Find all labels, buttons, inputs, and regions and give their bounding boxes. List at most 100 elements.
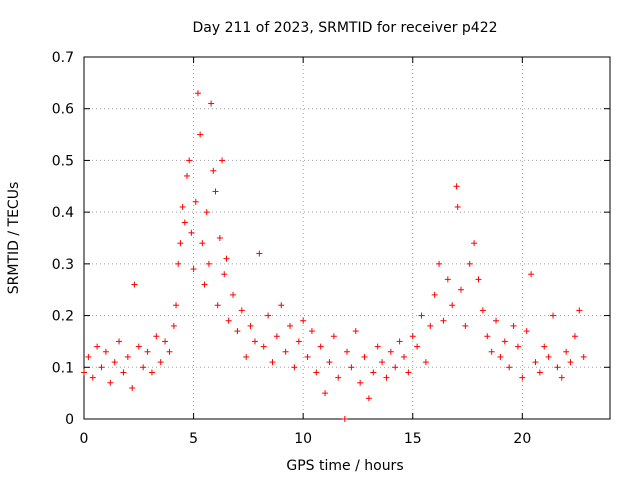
plot-frame <box>83 56 611 420</box>
data-point <box>214 302 221 309</box>
data-point <box>361 353 368 360</box>
data-point <box>387 348 394 355</box>
data-point <box>295 338 302 345</box>
data-point <box>405 369 412 376</box>
data-point <box>162 338 169 345</box>
data-point <box>493 317 500 324</box>
data-point <box>116 338 123 345</box>
data-point <box>205 260 212 267</box>
data-point <box>251 338 258 345</box>
data-point <box>102 348 109 355</box>
y-tick-label: 0.5 <box>52 153 74 169</box>
data-point <box>238 307 245 314</box>
data-point <box>194 90 201 97</box>
data-point <box>383 374 390 381</box>
data-point <box>129 384 136 391</box>
data-point <box>466 260 473 267</box>
data-point <box>313 369 320 376</box>
data-point <box>558 374 565 381</box>
data-point <box>322 390 329 397</box>
data-point <box>278 302 285 309</box>
data-point <box>392 364 399 371</box>
data-point <box>166 348 173 355</box>
x-axis-ticks: 0 5 10 15 20 <box>80 57 531 447</box>
data-point <box>488 348 495 355</box>
data-point <box>335 374 342 381</box>
x-tick-label: 0 <box>80 431 89 447</box>
data-point <box>374 343 381 350</box>
y-axis-title: SRMTID / TECUs <box>6 182 22 295</box>
data-point <box>457 286 464 293</box>
data-point <box>326 359 333 366</box>
data-point <box>177 240 184 247</box>
data-point <box>550 312 557 319</box>
data-point <box>418 312 425 319</box>
data-point <box>576 307 583 314</box>
data-point <box>541 343 548 350</box>
data-point <box>436 260 443 267</box>
data-point <box>330 333 337 340</box>
data-point <box>440 317 447 324</box>
data-point <box>273 333 280 340</box>
data-point <box>365 395 372 402</box>
data-point <box>179 203 186 210</box>
y-axis-ticks: 0 0.1 0.2 0.3 0.4 0.5 0.6 0.7 <box>52 50 610 428</box>
data-point <box>409 333 416 340</box>
data-point <box>219 157 226 164</box>
data-point <box>89 374 96 381</box>
data-point <box>124 353 131 360</box>
data-point <box>223 255 230 262</box>
data-point <box>379 359 386 366</box>
data-point <box>519 374 526 381</box>
data-point <box>563 348 570 355</box>
data-point <box>304 353 311 360</box>
data-point <box>135 343 142 350</box>
data-point <box>479 307 486 314</box>
data-point <box>484 333 491 340</box>
data-point <box>188 229 195 236</box>
data-point <box>184 172 191 179</box>
data-point <box>449 302 456 309</box>
data-point <box>192 198 199 205</box>
x-tick-label: 15 <box>404 431 422 447</box>
data-point <box>454 203 461 210</box>
data-point <box>357 379 364 386</box>
data-points <box>81 90 587 422</box>
data-point <box>532 359 539 366</box>
data-point <box>208 100 215 107</box>
data-point <box>431 291 438 298</box>
data-point <box>317 343 324 350</box>
data-point <box>510 322 517 329</box>
x-tick-label: 20 <box>513 431 531 447</box>
data-point <box>523 328 530 335</box>
data-point <box>370 369 377 376</box>
data-point <box>131 281 138 288</box>
y-tick-label: 0.1 <box>52 360 74 376</box>
data-point <box>400 353 407 360</box>
data-point <box>453 183 460 190</box>
data-point <box>291 364 298 371</box>
data-point <box>471 240 478 247</box>
data-point <box>567 359 574 366</box>
data-point <box>190 266 197 273</box>
data-point <box>300 317 307 324</box>
y-tick-label: 0.7 <box>52 50 74 66</box>
data-point <box>186 157 193 164</box>
y-tick-label: 0.3 <box>52 257 74 273</box>
data-point <box>344 348 350 355</box>
data-point <box>120 369 127 376</box>
data-point <box>341 416 348 422</box>
y-tick-label: 0.4 <box>52 205 74 221</box>
data-point <box>201 281 208 288</box>
data-point <box>352 328 359 335</box>
data-point <box>243 353 250 360</box>
data-point <box>144 348 151 355</box>
data-point <box>260 343 267 350</box>
data-point <box>422 359 429 366</box>
x-axis-title: GPS time / hours <box>286 458 403 474</box>
data-point <box>221 271 228 278</box>
data-point <box>157 359 164 366</box>
data-point <box>203 209 210 216</box>
data-point <box>396 338 403 345</box>
data-point <box>501 338 508 345</box>
